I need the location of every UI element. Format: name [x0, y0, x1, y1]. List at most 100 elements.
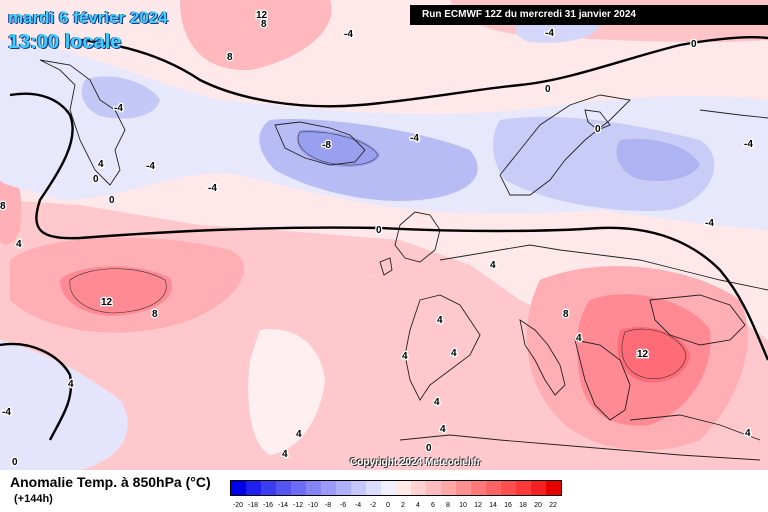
contour-label: 4 [434, 397, 440, 408]
contour-label: 12 [256, 10, 268, 21]
color-scale-tick-label: -12 [292, 502, 304, 509]
coast-balkans [574, 339, 631, 421]
contour-label: -4 [705, 218, 714, 229]
contour-label: -8 [322, 140, 331, 151]
color-swatch [486, 481, 501, 495]
coast-iceland [274, 121, 366, 166]
color-scale-tick-label: 20 [534, 502, 542, 509]
color-swatch [456, 481, 471, 495]
contour-label: 4 [282, 449, 288, 460]
contour-label: 4 [451, 348, 457, 359]
cold-anomaly-russia [616, 138, 700, 182]
contour-12-atlantic [69, 268, 167, 314]
color-swatch [501, 481, 516, 495]
contour-label: 0 [93, 174, 99, 185]
color-swatch [516, 481, 531, 495]
color-scale-tick-label: 12 [474, 502, 482, 509]
color-swatch [231, 481, 246, 495]
color-scale-tick-label: 22 [549, 502, 557, 509]
coast-italy [519, 319, 566, 396]
coast-greenland [39, 59, 126, 186]
contour-label: 8 [152, 309, 158, 320]
contour-label: 0 [426, 443, 432, 454]
color-swatch [291, 481, 306, 495]
forecast-date: mardi 6 février 2024 [8, 8, 168, 27]
contour-label: -4 [208, 183, 217, 194]
color-scale-tick-label: 0 [386, 502, 390, 509]
coast-north-africa [399, 434, 761, 461]
color-swatch [441, 481, 456, 495]
contour-label: 0 [12, 457, 18, 468]
coast-scandinavia [499, 94, 631, 196]
color-scale-tick-label: -14 [277, 502, 289, 509]
contour-label: -4 [545, 28, 554, 39]
contour-label: 0 [109, 195, 115, 206]
color-swatch [351, 481, 366, 495]
contour-label: 0 [691, 39, 697, 50]
color-swatch [246, 481, 261, 495]
warm-anomaly-north [180, 0, 332, 71]
color-scale-tick-label: 14 [489, 502, 497, 509]
contour-label: 4 [490, 260, 496, 271]
color-scale-tick-label: 8 [446, 502, 450, 509]
color-scale-tick-label: -10 [307, 502, 319, 509]
coast-europe-north [439, 244, 768, 291]
contour-label: 4 [402, 351, 408, 362]
contour-label: 4 [576, 333, 582, 344]
color-scale-tick-label: 2 [401, 502, 405, 509]
contour-label: -4 [410, 133, 419, 144]
anomaly-map: 12 8 4 -4 0 -8 -4 0 4 8 12 4 0 -4 -4 0 -… [0, 0, 768, 470]
coastlines [39, 59, 768, 461]
contour-label: 8 [0, 201, 6, 212]
cold-anomaly-labrador [81, 76, 160, 119]
color-swatch [261, 481, 276, 495]
coast-russia-north [699, 109, 768, 119]
contour-label: 8 [227, 52, 233, 63]
color-swatch [321, 481, 336, 495]
contour-label-group: 12 8 4 -4 0 -8 -4 0 4 8 12 4 0 -4 -4 0 -… [0, 9, 755, 470]
color-swatch [531, 481, 546, 495]
color-scale-tick-label: -18 [247, 502, 259, 509]
neutral-anomaly-atlantic [248, 329, 325, 455]
color-swatch [546, 481, 561, 495]
coast-british-isles [394, 211, 441, 263]
contour-label: 4 [296, 429, 302, 440]
contour-label: 12 [101, 297, 113, 308]
contour-label: 8 [563, 309, 569, 320]
color-swatch [411, 481, 426, 495]
anomaly-contours [69, 131, 687, 379]
warm-anomaly-balkans-peak [617, 326, 690, 383]
forecast-local-time: 13:00 locale [8, 31, 122, 53]
color-scale-tick-label: -2 [369, 502, 377, 509]
contour-label: 4 [437, 315, 443, 326]
contour-label: 0 [595, 124, 601, 135]
color-scale-tick-label: -6 [339, 502, 347, 509]
contour-label: 4 [16, 239, 22, 250]
coast-turkey [629, 414, 761, 441]
color-scale-tick-label: -16 [262, 502, 274, 509]
color-scale-tick-label: 16 [504, 502, 512, 509]
color-swatch [306, 481, 321, 495]
color-swatch [381, 481, 396, 495]
legend-subtitle: (+144h) [14, 493, 53, 505]
warm-anomaly-atlantic-core [60, 266, 172, 316]
color-scale-bar [230, 480, 562, 496]
contour-label: 4 [745, 428, 751, 439]
coast-black-sea [649, 294, 746, 346]
run-info-banner: Run ECMWF 12Z du mercredi 31 janvier 202… [410, 5, 768, 25]
coast-finland-lake [584, 109, 611, 131]
color-swatch [396, 481, 411, 495]
zero-contour-north [79, 36, 768, 108]
contour-label: 4 [68, 379, 74, 390]
color-scale-tick-label: 6 [431, 502, 435, 509]
contour-label: 4 [440, 424, 446, 435]
color-scale-tick-label: 18 [519, 502, 527, 509]
color-scale-tick-label: -20 [232, 502, 244, 509]
contour-label: 0 [545, 84, 551, 95]
coast-ireland [379, 257, 393, 276]
legend-panel: Anomalie Temp. à 850hPa (°C) (+144h) -20… [0, 470, 768, 512]
color-swatch [426, 481, 441, 495]
legend-title: Anomalie Temp. à 850hPa (°C) [10, 474, 211, 490]
color-swatch [366, 481, 381, 495]
